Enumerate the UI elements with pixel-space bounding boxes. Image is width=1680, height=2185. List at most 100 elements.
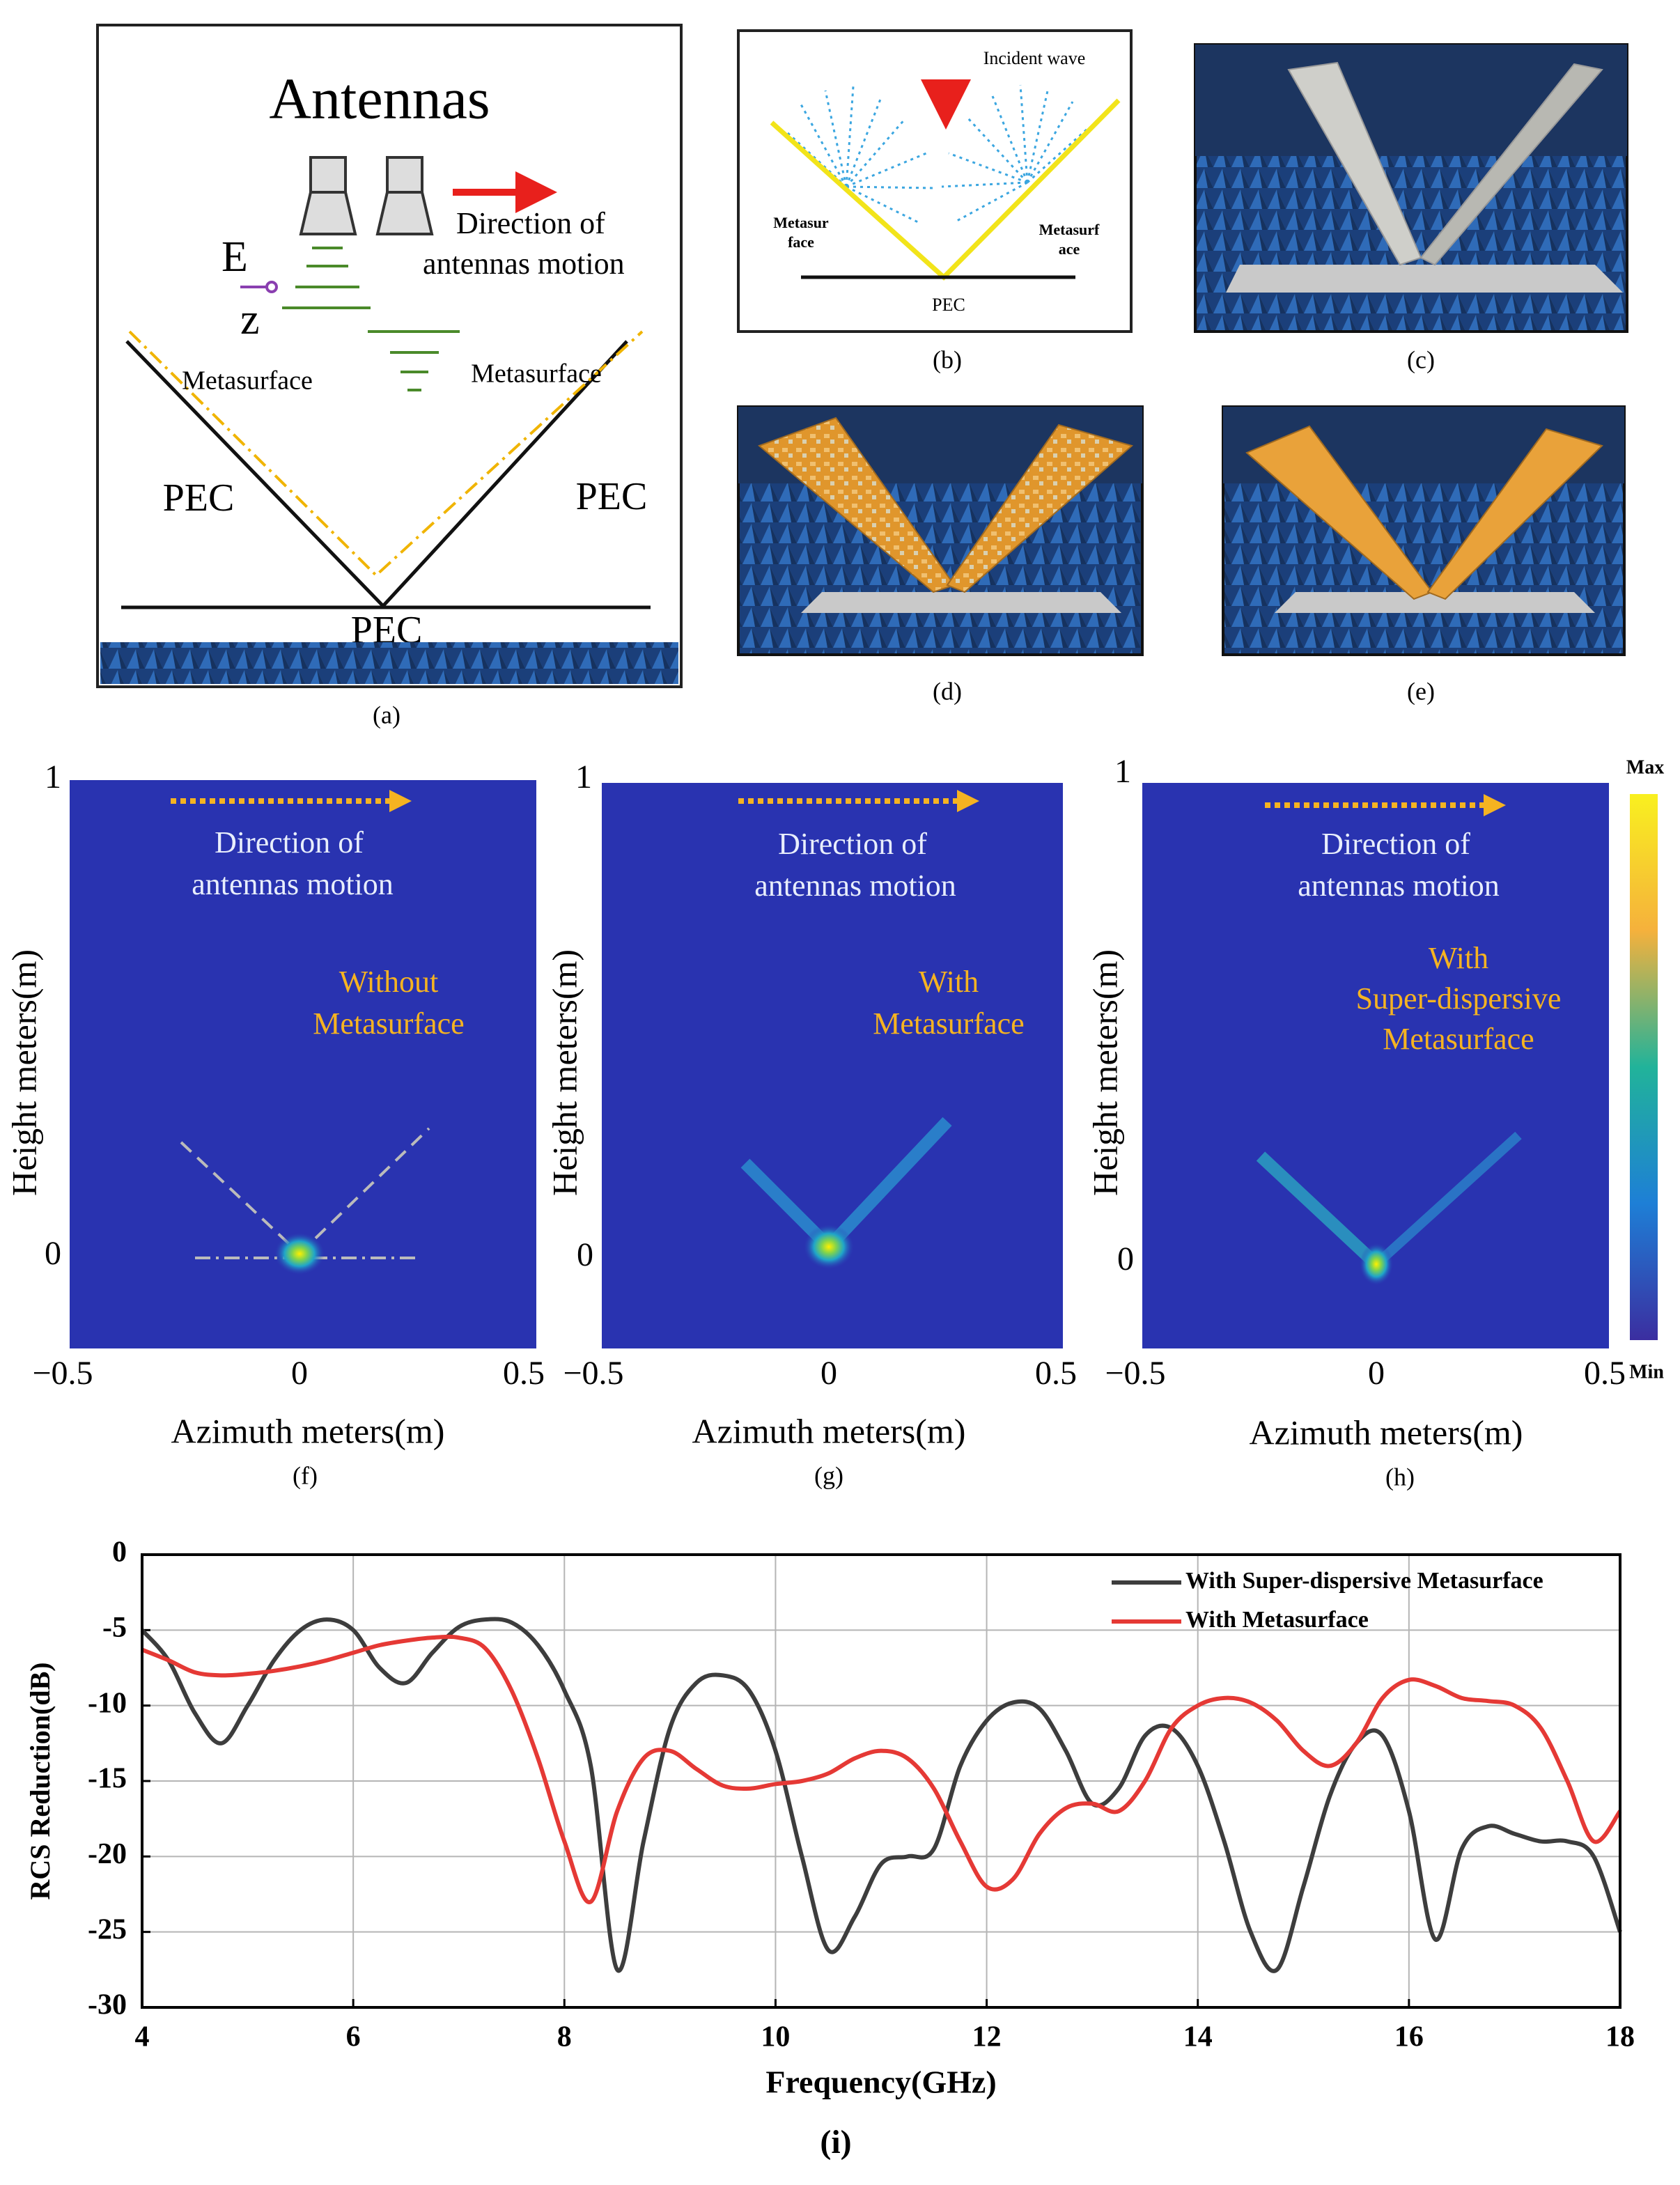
field-label: E xyxy=(221,233,248,281)
y-axis-label: RCS Reduction(dB) xyxy=(24,1662,56,1899)
x-tick-label: −0.5 xyxy=(1105,1355,1165,1392)
field-dot xyxy=(265,281,278,293)
y-tick-label: 0 xyxy=(45,1235,61,1272)
y-tick-label: 0 xyxy=(1117,1241,1134,1277)
annotation: Metasurface xyxy=(873,1006,1024,1041)
x-tick-label: 12 xyxy=(972,2021,1002,2053)
colorbar-max: Max xyxy=(1626,756,1664,778)
panel-a: Antennas Direction of antennas motion E … xyxy=(96,24,683,729)
caption: (d) xyxy=(933,677,962,705)
x-tick-label: 16 xyxy=(1394,2021,1424,2053)
colorbar: Max Min xyxy=(1626,756,1665,1383)
x-tick-label: 10 xyxy=(761,2021,790,2053)
caption: (h) xyxy=(1385,1463,1415,1491)
caption: (b) xyxy=(933,345,962,373)
motion-label: Direction of xyxy=(1321,827,1470,861)
axis-label: z xyxy=(240,296,260,343)
annotation: With xyxy=(1429,941,1488,975)
x-tick-label: 14 xyxy=(1183,2021,1213,2053)
motion-label: antennas motion xyxy=(754,869,956,903)
x-tick-label: 0.5 xyxy=(1035,1355,1077,1392)
scatter-rays xyxy=(786,84,1087,224)
caption: (e) xyxy=(1407,677,1435,705)
absorber xyxy=(100,642,678,684)
annotation: With xyxy=(919,965,979,999)
x-tick-label: 8 xyxy=(557,2021,572,2053)
metasurface-label: Metasurface xyxy=(182,366,313,396)
legend-label: With Metasurface xyxy=(1185,1607,1369,1633)
x-tick-label: −0.5 xyxy=(32,1355,93,1392)
heatmap-h: Direction of antennas motion With Super-… xyxy=(1085,753,1626,1491)
series-line xyxy=(140,1617,1622,1973)
heatmap-g: Direction of antennas motion With Metasu… xyxy=(545,759,1077,1489)
rcs-chart: -30 -25 -20 -15 -10 -5 0 4 6 8 10 12 14 16 18 With Supe… xyxy=(24,1537,1635,2161)
incident-label: Incident wave xyxy=(983,48,1086,68)
annotation: Without xyxy=(339,965,438,999)
y-tick-label: -10 xyxy=(88,1687,127,1719)
caption: (f) xyxy=(293,1461,318,1489)
motion-label: antennas motion xyxy=(423,247,625,281)
antenna-icons xyxy=(299,156,434,235)
photo-c: (c) xyxy=(1194,43,1628,373)
motion-label: antennas motion xyxy=(1298,869,1500,903)
panel-title: Antennas xyxy=(269,66,490,131)
colorbar-min: Min xyxy=(1629,1361,1664,1383)
motion-label: Direction of xyxy=(215,825,364,860)
y-axis-label: Height meters(m) xyxy=(545,949,584,1196)
photo-e: (e) xyxy=(1222,405,1626,705)
x-axis-label: Frequency(GHz) xyxy=(765,2065,996,2100)
x-tick-label: 0 xyxy=(820,1355,837,1392)
x-tick-label: 4 xyxy=(135,2021,150,2053)
panel-frame xyxy=(737,29,1133,333)
metasurface-label: Metasurf xyxy=(1039,221,1100,238)
legend-label: With Super-dispersive Metasurface xyxy=(1185,1568,1543,1594)
y-tick-label: 1 xyxy=(575,759,592,795)
y-tick-label: 1 xyxy=(1114,753,1131,790)
metasurface-label: Metasurface xyxy=(471,359,602,389)
x-tick-label: −0.5 xyxy=(563,1355,623,1392)
annotation: Super-dispersive xyxy=(1356,981,1562,1016)
x-axis-label: Azimuth meters(m) xyxy=(1250,1413,1523,1452)
y-tick-label: 0 xyxy=(577,1236,593,1273)
y-tick-label: 1 xyxy=(45,759,61,795)
pec-label: PEC xyxy=(163,476,235,520)
panel-frame xyxy=(96,24,683,688)
panel-b: Incident wave Metasur face Metasurf ace … xyxy=(737,29,1133,373)
photo-d: (d) xyxy=(737,405,1144,705)
series-line xyxy=(141,1634,1622,1904)
metasurface-label: face xyxy=(788,233,814,251)
annotation: Metasurface xyxy=(1383,1022,1534,1056)
y-tick-label: -15 xyxy=(88,1763,127,1795)
y-tick-label: -5 xyxy=(102,1612,127,1644)
pec-label: PEC xyxy=(932,295,965,315)
caption: (g) xyxy=(814,1461,843,1489)
x-axis-label: Azimuth meters(m) xyxy=(171,1411,445,1450)
y-axis-label: Height meters(m) xyxy=(1085,949,1124,1196)
heatmap-f: Direction of antennas motion Without Met… xyxy=(4,759,545,1489)
motion-label: Direction of xyxy=(778,827,927,861)
x-tick-label: 6 xyxy=(346,2021,361,2053)
x-tick-label: 0.5 xyxy=(503,1355,545,1392)
annotation: Metasurface xyxy=(313,1006,464,1041)
y-tick-label: -20 xyxy=(88,1838,127,1870)
pec-label: PEC xyxy=(576,475,648,518)
caption: (i) xyxy=(820,2124,851,2161)
y-tick-label: -30 xyxy=(88,1989,127,2021)
caption: (a) xyxy=(373,701,400,729)
caption: (c) xyxy=(1407,345,1435,373)
y-tick-label: -25 xyxy=(88,1913,127,1945)
x-tick-label: 18 xyxy=(1605,2021,1635,2053)
metasurface-label: ace xyxy=(1059,240,1080,258)
metasurface-lines xyxy=(128,330,644,577)
metasurface-label: Metasur xyxy=(773,214,829,231)
motion-label: antennas motion xyxy=(192,867,394,901)
x-tick-label: 0 xyxy=(291,1355,308,1392)
y-tick-label: 0 xyxy=(112,1537,127,1569)
wavefronts xyxy=(282,247,460,391)
motion-label: Direction of xyxy=(456,206,605,240)
x-tick-label: 0 xyxy=(1368,1355,1385,1392)
plot-frame xyxy=(141,1553,1621,2009)
x-axis-label: Azimuth meters(m) xyxy=(692,1411,966,1450)
y-axis-label: Height meters(m) xyxy=(4,949,43,1196)
